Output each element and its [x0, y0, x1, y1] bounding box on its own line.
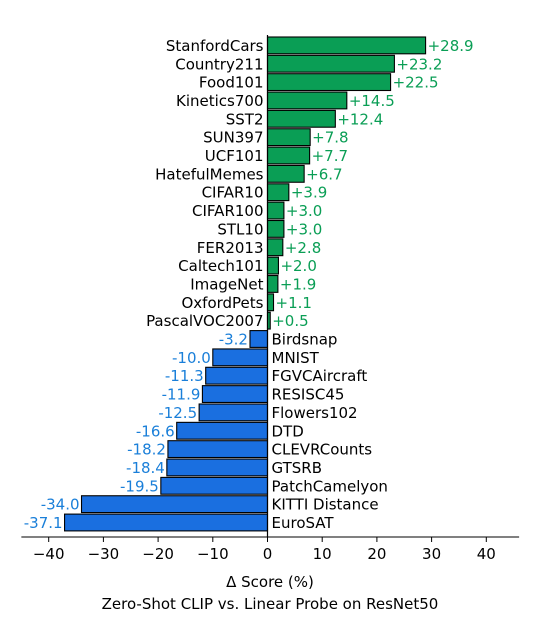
category-label-kitti-distance: KITTI Distance — [272, 496, 379, 514]
value-label-fgvcaircraft: -11.3 — [165, 367, 204, 385]
x-tick-label: −30 — [88, 545, 120, 563]
value-label-ucf101: +7.7 — [312, 147, 348, 165]
chart-title: Zero-Shot CLIP vs. Linear Probe on ResNe… — [102, 595, 439, 613]
category-label-eurosat: EuroSAT — [272, 514, 335, 532]
category-label-clevrcounts: CLEVRCounts — [272, 441, 373, 459]
bar-imagenet — [266, 274, 279, 293]
x-tick-label: −20 — [142, 545, 174, 563]
category-label-fgvcaircraft: FGVCAircraft — [272, 367, 368, 385]
x-ticks-group: −40 −30 −20 −10 0 10 20 30 40 — [33, 537, 496, 563]
value-label-cifar100: +3.0 — [286, 202, 322, 220]
bar-fgvcaircraft — [205, 366, 269, 385]
bar-sun397 — [266, 128, 311, 147]
value-label-flowers102: -12.5 — [158, 404, 197, 422]
category-label-caltech101: Caltech101 — [178, 257, 263, 275]
bar-caltech101 — [266, 256, 279, 275]
bar-sst2 — [266, 109, 336, 128]
value-label-fer2013: +2.8 — [285, 239, 321, 257]
category-label-patchcamelyon: PatchCamelyon — [272, 477, 388, 495]
category-label-food101: Food101 — [199, 74, 264, 92]
value-label-stl10: +3.0 — [286, 220, 322, 238]
category-label-dtd: DTD — [272, 422, 304, 440]
category-label-hatefulmemes: HatefulMemes — [155, 165, 264, 183]
value-label-food101: +22.5 — [393, 74, 439, 92]
value-label-country211: +23.2 — [396, 55, 442, 73]
value-labels-group: +28.9+23.2+22.5+14.5+12.4+7.8+7.7+6.7+3.… — [24, 37, 474, 532]
value-label-kinetics700: +14.5 — [349, 92, 395, 110]
category-label-stanfordcars: StanfordCars — [166, 37, 264, 55]
x-tick-label: 20 — [367, 545, 386, 563]
category-label-gtsrb: GTSRB — [272, 459, 323, 477]
value-label-caltech101: +2.0 — [280, 257, 316, 275]
value-label-birdsnap: -3.2 — [219, 331, 248, 349]
bar-gtsrb — [166, 458, 269, 477]
category-label-ucf101: UCF101 — [205, 147, 264, 165]
bar-patchcamelyon — [160, 476, 269, 495]
category-labels-group: StanfordCarsCountry211Food101Kinetics700… — [146, 37, 388, 532]
value-label-gtsrb: -18.4 — [126, 459, 165, 477]
value-label-hatefulmemes: +6.7 — [306, 165, 342, 183]
category-label-fer2013: FER2013 — [197, 239, 264, 257]
bar-hatefulmemes — [266, 164, 305, 183]
category-label-imagenet: ImageNet — [190, 275, 263, 293]
value-label-sst2: +12.4 — [337, 110, 383, 128]
x-tick-label: −40 — [33, 545, 65, 563]
category-label-cifar10: CIFAR10 — [202, 184, 264, 202]
bar-kinetics700 — [266, 91, 348, 110]
x-axis: −40 −30 −20 −10 0 10 20 30 40 — [21, 35, 520, 563]
bar-kitti-distance — [80, 495, 269, 514]
bar-stl10 — [266, 219, 285, 238]
category-label-kinetics700: Kinetics700 — [176, 92, 263, 110]
value-label-eurosat: -37.1 — [24, 514, 63, 532]
bar-oxfordpets — [266, 293, 275, 312]
x-tick-label: 40 — [477, 545, 496, 563]
value-label-patchcamelyon: -19.5 — [120, 477, 159, 495]
bar-mnist — [212, 348, 269, 367]
value-label-pascalvoc2007: +0.5 — [272, 312, 308, 330]
category-label-sun397: SUN397 — [203, 129, 263, 147]
category-label-resisc45: RESISC45 — [272, 386, 345, 404]
bar-clevrcounts — [167, 440, 269, 459]
value-label-mnist: -10.0 — [172, 349, 211, 367]
value-label-imagenet: +1.9 — [280, 275, 316, 293]
x-tick-label: −10 — [197, 545, 229, 563]
x-tick-label: 10 — [313, 545, 332, 563]
bar-eurosat — [64, 513, 269, 532]
category-label-flowers102: Flowers102 — [272, 404, 358, 422]
x-tick-label: 30 — [422, 545, 441, 563]
bar-ucf101 — [266, 146, 311, 165]
category-label-oxfordpets: OxfordPets — [181, 294, 263, 312]
value-label-dtd: -16.6 — [136, 422, 175, 440]
value-label-oxfordpets: +1.1 — [276, 294, 312, 312]
category-label-country211: Country211 — [175, 55, 263, 73]
value-label-stanfordcars: +28.9 — [428, 37, 474, 55]
value-label-kitti-distance: -34.0 — [41, 496, 80, 514]
bar-resisc45 — [201, 385, 269, 403]
value-label-clevrcounts: -18.2 — [127, 441, 166, 459]
bar-stanfordcars — [266, 36, 427, 55]
x-axis-label: Δ Score (%) — [226, 573, 314, 591]
category-label-pascalvoc2007: PascalVOC2007 — [146, 312, 263, 330]
bar-food101 — [266, 73, 392, 92]
category-label-mnist: MNIST — [272, 349, 320, 367]
value-label-sun397: +7.8 — [312, 129, 348, 147]
category-label-stl10: STL10 — [217, 220, 263, 238]
category-label-sst2: SST2 — [226, 110, 264, 128]
bar-birdsnap — [249, 330, 269, 348]
bar-dtd — [176, 421, 269, 440]
value-label-cifar10: +3.9 — [291, 184, 327, 202]
x-tick-label: 0 — [263, 545, 273, 563]
bar-cifar10 — [266, 183, 290, 202]
category-label-birdsnap: Birdsnap — [272, 331, 338, 349]
value-label-resisc45: -11.9 — [162, 386, 201, 404]
bar-flowers102 — [198, 403, 269, 422]
category-label-cifar100: CIFAR100 — [192, 202, 263, 220]
bar-fer2013 — [266, 238, 284, 257]
bar-cifar100 — [266, 201, 285, 220]
bar-country211 — [266, 54, 395, 73]
